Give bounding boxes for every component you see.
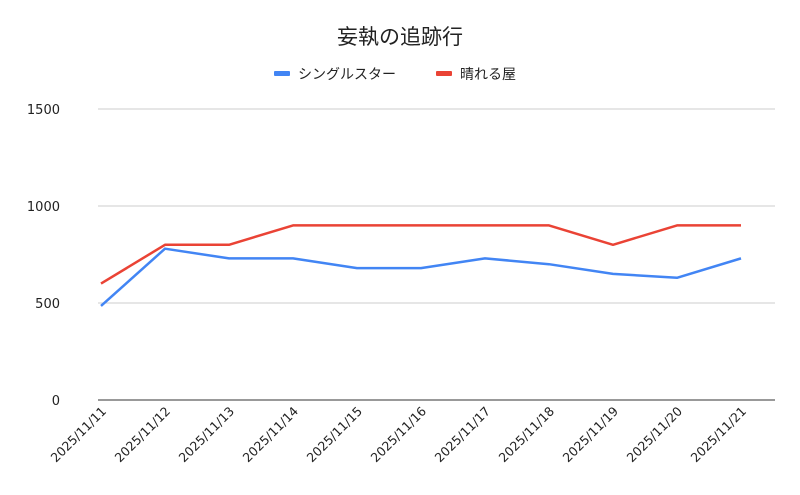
y-axis-ticks: 0 500 1000 1500 — [27, 103, 60, 409]
legend-label: シングルスター — [298, 67, 396, 83]
x-tick-label: 2025/11/14 — [240, 403, 302, 465]
chart-title: 妄執の追跡行 — [337, 25, 463, 49]
x-tick-label: 2025/11/12 — [112, 404, 174, 466]
x-tick-label: 2025/11/16 — [368, 403, 430, 465]
x-tick-label: 2025/11/21 — [688, 404, 750, 466]
x-tick-label: 2025/11/13 — [176, 404, 238, 466]
legend-swatch — [274, 71, 290, 76]
x-tick-label: 2025/11/20 — [624, 403, 686, 465]
series-line-0 — [100, 247, 742, 307]
y-tick-label: 500 — [35, 297, 60, 312]
x-tick-label: 2025/11/15 — [304, 404, 366, 466]
x-tick-label: 2025/11/11 — [48, 404, 110, 466]
series-lines — [100, 224, 742, 307]
y-tick-label: 1000 — [27, 200, 60, 215]
legend-swatch — [436, 71, 452, 76]
legend-label: 晴れる屋 — [460, 67, 516, 83]
x-axis-ticks: 2025/11/11 2025/11/12 2025/11/13 2025/11/14… — [48, 403, 750, 465]
series-line-1 — [100, 224, 741, 285]
y-tick-label: 1500 — [27, 103, 60, 118]
x-tick-label: 2025/11/19 — [560, 403, 622, 465]
legend: シングルスター 晴れる屋 — [274, 67, 516, 83]
y-tick-label: 0 — [52, 394, 60, 409]
x-tick-label: 2025/11/17 — [432, 404, 494, 466]
gridlines — [98, 108, 775, 401]
x-tick-label: 2025/11/18 — [496, 403, 558, 465]
